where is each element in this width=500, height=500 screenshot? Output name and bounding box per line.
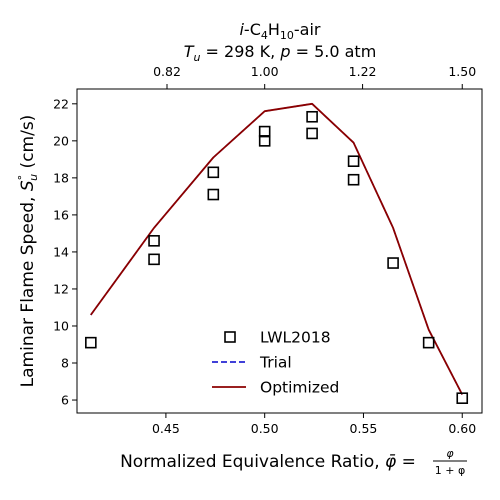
y-tick-label: 12 <box>53 281 69 296</box>
legend-label-lwl2018: LWL2018 <box>260 329 331 347</box>
x-tick-label: 0.45 <box>152 421 180 436</box>
x-tick-label: 0.50 <box>251 421 279 436</box>
y-axis-title: Laminar Flame Speed, S°u (cm/s) <box>16 115 40 388</box>
legend-label-trial: Trial <box>259 354 292 372</box>
legend-marker-lwl2018 <box>224 331 236 343</box>
y-tick-label: 8 <box>61 356 69 371</box>
x-label-fraction-numerator: φ <box>446 447 454 460</box>
x-tick-label: 0.55 <box>350 421 378 436</box>
data-point <box>148 235 160 247</box>
data-point <box>148 253 160 266</box>
x-axis-title: Normalized Equivalence Ratio, φ̄ = <box>120 452 416 472</box>
axis-ticks: 0.45 0.50 0.55 0.60 6 8 10 12 14 16 18 20 22 0.82 1.00… <box>53 64 476 436</box>
series-layer <box>85 102 469 404</box>
y-tick-label: 16 <box>53 207 69 222</box>
data-point <box>306 110 318 123</box>
data-point <box>207 188 220 201</box>
legend-label-optimized: Optimized <box>260 379 339 397</box>
data-point <box>207 166 220 179</box>
y-tick-label: 20 <box>53 133 69 148</box>
chart-title-line1: i-C4H10-air <box>239 20 320 42</box>
y-tick-label: 14 <box>53 244 69 259</box>
top-tick-label: 1.50 <box>448 64 476 79</box>
legend: LWL2018 Trial Optimized <box>212 329 339 397</box>
x-label-fraction-denominator: 1 + φ <box>435 464 465 477</box>
data-point <box>85 336 97 349</box>
x-tick-label: 0.60 <box>448 421 476 436</box>
y-tick-label: 6 <box>61 393 69 408</box>
top-tick-label: 0.82 <box>153 64 181 79</box>
top-tick-label: 1.00 <box>251 64 279 79</box>
data-point <box>456 392 469 404</box>
data-point <box>306 127 318 140</box>
series-line-trial <box>90 103 463 395</box>
data-point <box>347 155 360 168</box>
y-tick-label: 22 <box>53 96 69 111</box>
data-point <box>422 336 435 349</box>
data-point <box>347 173 360 186</box>
y-tick-label: 10 <box>53 318 69 333</box>
plot-frame <box>76 88 483 414</box>
top-tick-label: 1.22 <box>349 64 377 79</box>
y-tick-label: 18 <box>53 170 69 185</box>
data-point <box>387 257 399 269</box>
chart-title-line2: Tu = 298 K, p = 5.0 atm <box>184 42 377 64</box>
series-line-optimized <box>90 102 463 395</box>
data-point <box>258 135 271 147</box>
